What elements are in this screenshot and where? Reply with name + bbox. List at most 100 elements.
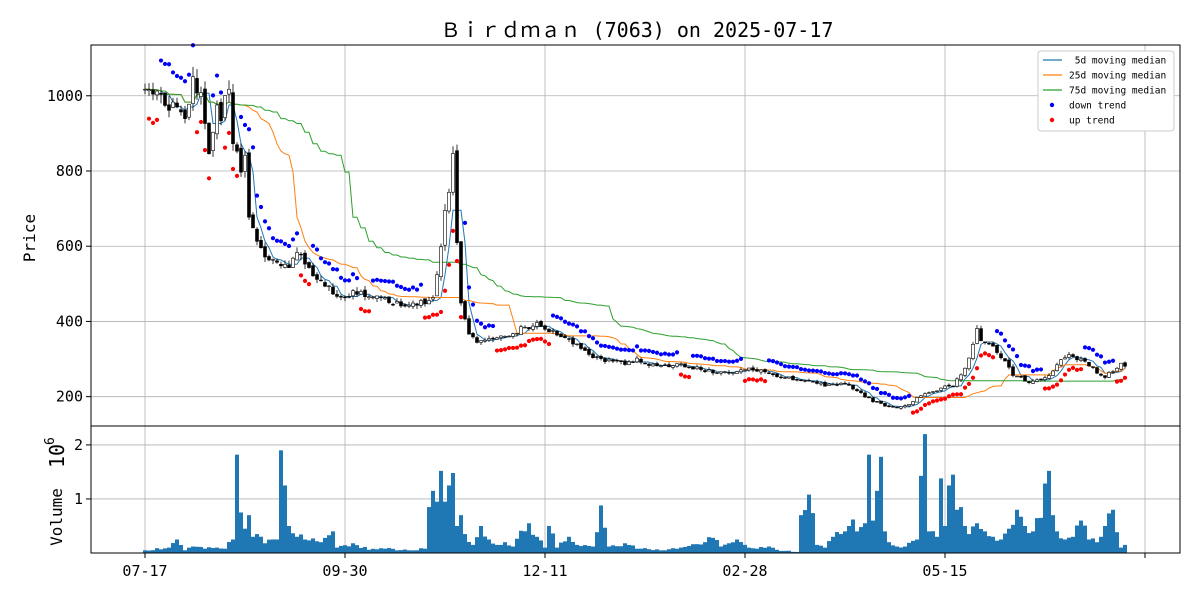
candle-body	[331, 286, 335, 295]
candle-body	[591, 353, 595, 358]
volume-y-tick-label: 1	[74, 490, 83, 508]
candle-body	[739, 369, 743, 373]
up-trend-dot	[942, 396, 948, 401]
up-trend-dot	[1122, 375, 1128, 380]
candle-body	[871, 397, 875, 402]
candle-body	[979, 328, 983, 342]
volume-bar	[519, 530, 523, 553]
down-trend-dot	[414, 287, 420, 292]
candle-body	[567, 338, 571, 340]
up-trend-dot	[1062, 372, 1068, 377]
up-trend-dot	[1074, 367, 1080, 372]
legend-dot-swatch	[1049, 117, 1055, 123]
volume-bar	[883, 531, 887, 553]
candle-body	[223, 95, 227, 118]
volume-bar	[299, 534, 303, 553]
price-panel: 200 400 600 800 1000 Price 5d moving median 2…	[20, 43, 1181, 427]
candle-body	[1075, 356, 1079, 361]
up-trend-dot	[1058, 378, 1064, 383]
volume-bar	[575, 544, 579, 553]
candle-body	[295, 252, 299, 261]
up-trend-dot	[938, 397, 944, 402]
candle-body	[167, 104, 171, 111]
volume-bar	[907, 542, 911, 553]
up-trend-dot	[426, 315, 432, 320]
down-trend-dot	[814, 368, 820, 374]
legend-label: 25d moving median	[1069, 71, 1166, 82]
candle-body	[159, 92, 163, 95]
candle-body	[1043, 377, 1047, 380]
volume-bar	[155, 548, 159, 553]
candle-body	[415, 303, 419, 306]
candle-body	[307, 262, 311, 268]
volume-bar	[975, 523, 979, 553]
down-trend-dot	[346, 278, 352, 283]
down-trend-dot	[266, 226, 272, 231]
volume-bar	[723, 544, 727, 553]
volume-bar	[291, 533, 295, 553]
legend-label: 75d moving median	[1069, 86, 1166, 97]
volume-bar	[735, 539, 739, 553]
down-trend-dot	[586, 334, 592, 339]
volume-bar	[963, 525, 967, 553]
candle-body	[807, 379, 811, 382]
down-trend-dot	[602, 343, 608, 349]
down-trend-dot	[810, 368, 816, 373]
down-trend-dot	[182, 79, 188, 84]
down-trend-dot	[850, 373, 856, 378]
up-trend-dot	[150, 120, 156, 125]
volume-bar	[471, 544, 475, 553]
volume-bar	[487, 539, 491, 553]
volume-bar	[623, 543, 627, 553]
down-trend-dot	[614, 346, 620, 351]
down-trend-dot	[1106, 359, 1112, 364]
volume-exponent-power: 6	[43, 437, 58, 445]
volume-bar	[843, 531, 847, 553]
candle-body	[551, 330, 555, 332]
down-trend-dot	[270, 236, 276, 241]
volume-bar	[899, 547, 903, 553]
down-trend-dot	[322, 260, 328, 265]
volume-bar	[343, 545, 347, 553]
volume-bar	[855, 531, 859, 553]
up-trend-dot	[202, 148, 208, 153]
volume-bar	[1027, 533, 1031, 553]
volume-bar	[739, 542, 743, 553]
down-trend-dot	[386, 279, 392, 284]
candle-body	[735, 371, 739, 374]
candle-body	[539, 321, 543, 327]
down-trend-dot	[326, 261, 332, 266]
down-trend-dot	[998, 331, 1004, 336]
up-trend-dot	[982, 351, 988, 356]
down-trend-dot	[246, 127, 252, 132]
up-trend-dot	[978, 353, 984, 358]
volume-bar	[275, 539, 279, 553]
candle-body	[763, 369, 767, 373]
volume-bar	[631, 545, 635, 553]
candle-body	[991, 343, 995, 347]
volume-bar	[219, 548, 223, 553]
volume-bar	[811, 513, 815, 553]
volume-bar	[263, 543, 267, 553]
down-trend-dot	[662, 351, 668, 356]
candle-body	[787, 376, 791, 379]
up-trend-dot	[542, 339, 548, 344]
volume-bar	[887, 542, 891, 553]
price-axis-label: Price	[20, 214, 39, 262]
volume-bar	[711, 537, 715, 553]
up-trend-dot	[758, 377, 764, 382]
candle-body	[203, 88, 207, 124]
candle-body	[679, 363, 683, 365]
candle-body	[1051, 370, 1055, 376]
down-trend-dot	[250, 145, 256, 150]
x-axis: 07-17 09-30 12-11 02-28 05-15	[122, 553, 1146, 580]
candle-body	[1123, 362, 1127, 367]
candle-body	[747, 367, 751, 371]
candle-body	[211, 131, 215, 151]
volume-bar	[1099, 536, 1103, 553]
volume-exponent-base: 10	[45, 444, 69, 468]
candle-body	[231, 92, 235, 145]
candle-body	[343, 296, 347, 299]
up-trend-dot	[754, 378, 760, 383]
